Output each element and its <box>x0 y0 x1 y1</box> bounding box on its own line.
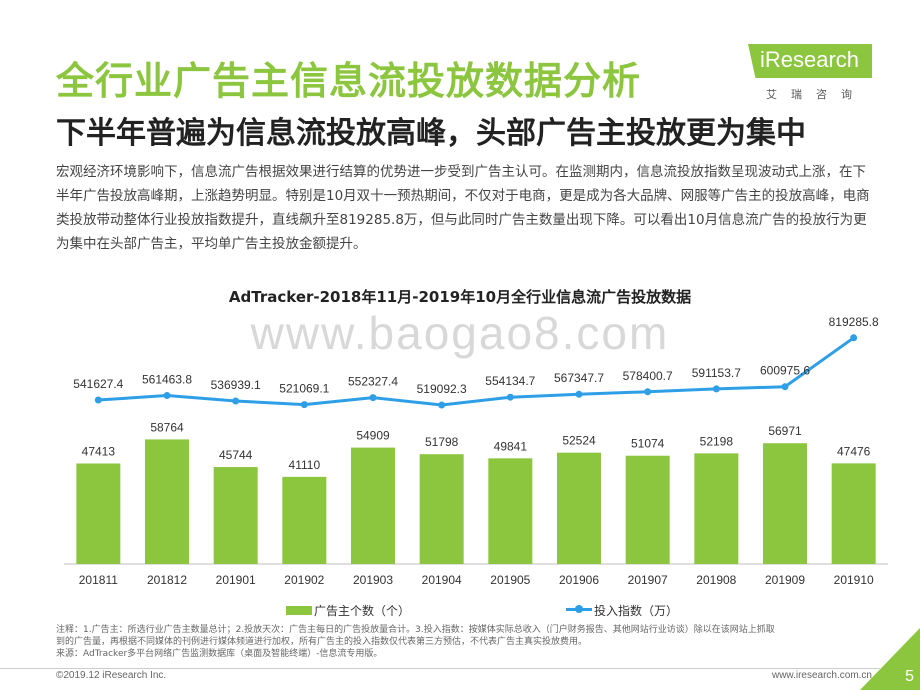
bar <box>557 452 601 564</box>
page-number: 5 <box>905 668 914 685</box>
notes: 注释：1.广告主：所选行业广告主数量总计；2.投放天次：广告主每日的广告投放量合… <box>56 624 886 660</box>
bar-value-label: 56971 <box>768 424 802 438</box>
legend-bar-label: 广告主个数（个） <box>314 604 411 618</box>
index-value-label: 536939.1 <box>211 378 261 392</box>
index-value-label: 600975.6 <box>760 364 810 378</box>
logo-tagline: 艾瑞咨询 <box>766 88 866 101</box>
index-point <box>300 401 308 409</box>
bar <box>419 454 464 564</box>
bar <box>76 463 121 564</box>
index-value-label: 567347.7 <box>554 371 604 385</box>
index-point <box>781 383 789 391</box>
chart-canvas: 47413 201811 58764 201812 45744 201901 41110 20… <box>64 315 888 587</box>
page-subtitle: 下半年普遍为信息流投放高峰，头部广告主投放更为集中 <box>56 116 806 151</box>
bar-value-label: 51798 <box>425 435 459 449</box>
page-title: 全行业广告主信息流投放数据分析 <box>56 59 642 103</box>
note-line: 到的广告量，再根据不同媒体的刊例进行媒体频道进行加权，所有广告主的投入指数仅代表… <box>56 637 588 647</box>
source-line: 来源：AdTracker多平台网络广告监测数据库（桌面及智能终端）-信息流专用版… <box>56 649 383 659</box>
index-value-label: 519092.3 <box>417 382 467 396</box>
bar-value-label: 49841 <box>494 439 528 453</box>
x-tick-label: 201904 <box>422 573 462 587</box>
watermark: www.baogao8.com <box>250 307 670 359</box>
index-value-label: 578400.7 <box>623 369 673 383</box>
bar <box>213 467 258 564</box>
bar <box>694 453 739 564</box>
bar-value-label: 47413 <box>82 444 116 458</box>
bar-value-label: 52198 <box>700 434 734 448</box>
index-point <box>163 392 171 400</box>
bar-value-label: 45744 <box>219 448 253 462</box>
bar <box>282 476 327 564</box>
logo-badge <box>748 44 872 78</box>
website-link[interactable]: www.iresearch.com.cn <box>771 670 872 681</box>
bar-value-label: 52524 <box>562 434 596 448</box>
bar-value-label: 51074 <box>631 437 665 451</box>
iresearch-logo: iResearch 艾瑞咨询 <box>748 44 878 104</box>
bar-value-label: 41110 <box>289 458 321 472</box>
index-line <box>96 336 856 407</box>
index-point <box>575 390 583 398</box>
x-tick-label: 201811 <box>79 573 118 587</box>
x-tick-label: 201908 <box>696 573 736 587</box>
index-value-label: 591153.7 <box>692 366 741 380</box>
index-value-label: 521069.1 <box>279 382 329 396</box>
index-point <box>438 401 446 409</box>
index-point <box>712 385 720 393</box>
index-point <box>94 396 102 404</box>
x-tick-label: 201902 <box>284 573 324 587</box>
copyright: ©2019.12 iResearch Inc. <box>56 670 167 681</box>
index-value-label: 552327.4 <box>348 375 398 389</box>
bar-value-label: 47476 <box>837 444 871 458</box>
index-value-label: 541627.4 <box>73 377 123 391</box>
bar <box>763 443 807 564</box>
note-line: 注释：1.广告主：所选行业广告主数量总计；2.投放天次：广告主每日的广告投放量合… <box>56 625 775 635</box>
x-tick-label: 201905 <box>490 573 530 587</box>
index-value-label: 561463.8 <box>142 373 192 387</box>
x-tick-label: 201901 <box>216 573 256 587</box>
x-tick-label: 201812 <box>147 573 187 587</box>
description-paragraph: 宏观经济环境影响下，信息流广告根据效果进行结算的优势进一步受到广告主认可。在监测… <box>56 164 870 252</box>
chart-legend: 广告主个数（个） 投入指数（万） <box>0 602 920 622</box>
index-point <box>369 394 377 402</box>
x-tick-label: 201910 <box>834 573 874 587</box>
x-tick-label: 201907 <box>628 573 668 587</box>
bar <box>145 439 189 564</box>
bar <box>351 447 395 564</box>
x-tick-label: 201903 <box>353 573 393 587</box>
index-point <box>232 397 240 405</box>
x-tick-label: 201906 <box>559 573 599 587</box>
chart-title: AdTracker-2018年11月-2019年10月全行业信息流广告投放数据 <box>228 288 692 306</box>
legend-bar-swatch <box>286 606 312 615</box>
index-value-label: 819285.8 <box>829 315 879 329</box>
bar <box>488 458 533 564</box>
bar <box>625 455 670 564</box>
index-point <box>506 393 514 401</box>
bar-value-label: 54909 <box>356 429 390 443</box>
index-point <box>644 388 652 396</box>
bar-value-label: 58764 <box>150 420 184 434</box>
footer-divider <box>0 668 880 669</box>
index-point <box>850 334 858 342</box>
x-tick-label: 201909 <box>765 573 805 587</box>
legend-line-label: 投入指数（万） <box>594 604 679 618</box>
bar <box>831 463 876 564</box>
logo-brand: iResearch <box>760 47 860 72</box>
legend-line-dot <box>575 605 583 613</box>
index-value-label: 554134.7 <box>485 374 535 388</box>
